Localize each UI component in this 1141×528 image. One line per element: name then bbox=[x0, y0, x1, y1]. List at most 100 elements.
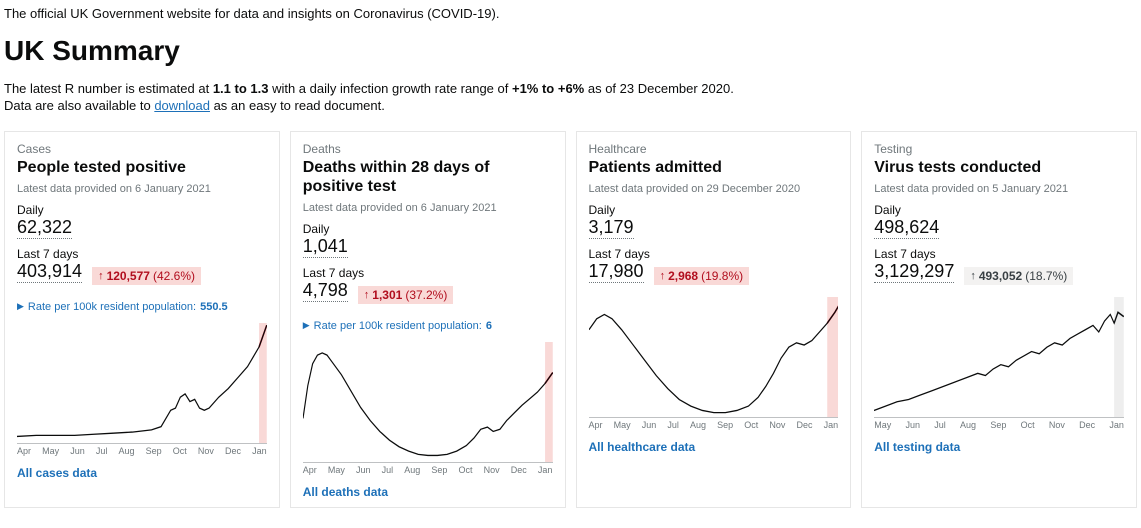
last7-label: Last 7 days bbox=[17, 247, 267, 261]
arrow-up-icon: ↑ bbox=[970, 270, 976, 282]
x-tick: Jul bbox=[667, 420, 679, 430]
summary-cards: Cases People tested positive Latest data… bbox=[4, 131, 1137, 508]
all-data-link[interactable]: All healthcare data bbox=[589, 440, 839, 454]
x-tick: Dec bbox=[1079, 420, 1095, 430]
daily-label: Daily bbox=[303, 222, 553, 236]
last7-value: 3,129,297 bbox=[874, 261, 954, 283]
all-data-link[interactable]: All cases data bbox=[17, 466, 267, 480]
x-tick: May bbox=[328, 465, 345, 475]
all-data-link[interactable]: All testing data bbox=[874, 440, 1124, 454]
rate-per-100k-link[interactable]: ▶Rate per 100k resident population: 6 bbox=[303, 320, 492, 332]
summary-card-deaths: Deaths Deaths within 28 days of positive… bbox=[290, 131, 566, 508]
x-tick: Apr bbox=[303, 465, 317, 475]
change-pct: (37.2%) bbox=[405, 288, 447, 302]
change-pct: (18.7%) bbox=[1025, 269, 1067, 283]
triangle-right-icon: ▶ bbox=[17, 301, 24, 312]
x-axis: AprMayJunJulAugSepOctNovDecJan bbox=[589, 417, 839, 430]
x-tick: Jan bbox=[252, 446, 267, 456]
x-tick: Nov bbox=[198, 446, 214, 456]
x-tick: Jul bbox=[382, 465, 394, 475]
last7-label: Last 7 days bbox=[303, 266, 553, 280]
sparkline-chart bbox=[589, 297, 839, 417]
x-tick: Sep bbox=[431, 465, 447, 475]
change-pct: (42.6%) bbox=[153, 269, 195, 283]
x-tick: Jun bbox=[70, 446, 85, 456]
daily-value: 62,322 bbox=[17, 217, 72, 239]
card-title: Virus tests conducted bbox=[874, 158, 1124, 177]
x-axis: AprMayJunJulAugSepOctNovDecJan bbox=[303, 462, 553, 475]
x-tick: Jun bbox=[356, 465, 371, 475]
x-tick: Oct bbox=[459, 465, 473, 475]
last7-label: Last 7 days bbox=[589, 247, 839, 261]
card-title: People tested positive bbox=[17, 158, 267, 177]
daily-label: Daily bbox=[589, 203, 839, 217]
daily-value: 3,179 bbox=[589, 217, 634, 239]
change-badge: ↑ 493,052 (18.7%) bbox=[964, 267, 1073, 285]
sparkline-chart bbox=[17, 323, 267, 443]
rate-per-100k-link[interactable]: ▶Rate per 100k resident population: 550.… bbox=[17, 301, 228, 313]
change-badge: ↑ 1,301 (37.2%) bbox=[358, 286, 454, 304]
summary-card-cases: Cases People tested positive Latest data… bbox=[4, 131, 280, 508]
card-title: Deaths within 28 days of positive test bbox=[303, 158, 553, 196]
x-axis: May Jun Jul Aug Sep Oct Nov Dec Jan bbox=[874, 417, 1124, 430]
x-tick: Apr bbox=[589, 420, 603, 430]
daily-label: Daily bbox=[17, 203, 267, 217]
sparkline-chart bbox=[874, 297, 1124, 417]
daily-value: 498,624 bbox=[874, 217, 939, 239]
x-tick: Nov bbox=[1049, 420, 1065, 430]
x-tick: Nov bbox=[769, 420, 785, 430]
x-tick: Oct bbox=[1021, 420, 1035, 430]
x-tick: Jul bbox=[934, 420, 946, 430]
last7-label: Last 7 days bbox=[874, 247, 1124, 261]
x-tick: Dec bbox=[225, 446, 241, 456]
x-tick: May bbox=[42, 446, 59, 456]
download-link[interactable]: download bbox=[154, 98, 210, 113]
x-tick: Aug bbox=[960, 420, 976, 430]
last7-value: 403,914 bbox=[17, 261, 82, 283]
card-title: Patients admitted bbox=[589, 158, 839, 177]
download-line: Data are also available to download as a… bbox=[4, 98, 1137, 113]
card-provided: Latest data provided on 5 January 2021 bbox=[874, 183, 1124, 195]
x-tick: Oct bbox=[744, 420, 758, 430]
x-tick: Jun bbox=[642, 420, 657, 430]
change-delta: 493,052 bbox=[979, 269, 1022, 283]
card-provided: Latest data provided on 29 December 2020 bbox=[589, 183, 839, 195]
x-tick: Oct bbox=[173, 446, 187, 456]
x-tick: Jun bbox=[906, 420, 921, 430]
x-tick: May bbox=[874, 420, 891, 430]
card-provided: Latest data provided on 6 January 2021 bbox=[17, 183, 267, 195]
arrow-up-icon: ↑ bbox=[364, 289, 370, 301]
x-tick: Apr bbox=[17, 446, 31, 456]
daily-label: Daily bbox=[874, 203, 1124, 217]
x-tick: Aug bbox=[404, 465, 420, 475]
change-delta: 120,577 bbox=[107, 269, 150, 283]
sparkline-chart bbox=[303, 342, 553, 462]
r-number-line: The latest R number is estimated at 1.1 … bbox=[4, 81, 1137, 96]
summary-card-healthcare: Healthcare Patients admitted Latest data… bbox=[576, 131, 852, 508]
all-data-link[interactable]: All deaths data bbox=[303, 485, 553, 499]
x-tick: Jan bbox=[1109, 420, 1124, 430]
x-tick: Sep bbox=[146, 446, 162, 456]
x-tick: May bbox=[614, 420, 631, 430]
x-tick: Jan bbox=[824, 420, 839, 430]
card-category: Testing bbox=[874, 142, 1124, 156]
x-tick: Aug bbox=[690, 420, 706, 430]
page-title: UK Summary bbox=[4, 35, 1137, 67]
card-category: Deaths bbox=[303, 142, 553, 156]
arrow-up-icon: ↑ bbox=[98, 270, 104, 282]
x-tick: Nov bbox=[484, 465, 500, 475]
change-pct: (19.8%) bbox=[701, 269, 743, 283]
x-tick: Sep bbox=[990, 420, 1006, 430]
last7-value: 17,980 bbox=[589, 261, 644, 283]
last7-value: 4,798 bbox=[303, 280, 348, 302]
change-badge: ↑ 120,577 (42.6%) bbox=[92, 267, 201, 285]
summary-card-testing: Testing Virus tests conducted Latest dat… bbox=[861, 131, 1137, 508]
daily-value: 1,041 bbox=[303, 236, 348, 258]
change-badge: ↑ 2,968 (19.8%) bbox=[654, 267, 750, 285]
x-axis: AprMayJunJulAugSepOctNovDecJan bbox=[17, 443, 267, 456]
triangle-right-icon: ▶ bbox=[303, 320, 310, 331]
x-tick: Jul bbox=[96, 446, 108, 456]
card-category: Healthcare bbox=[589, 142, 839, 156]
x-tick: Dec bbox=[511, 465, 527, 475]
change-delta: 2,968 bbox=[668, 269, 698, 283]
